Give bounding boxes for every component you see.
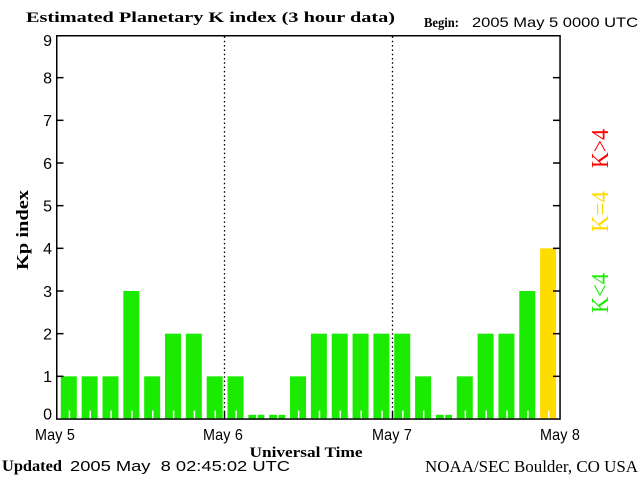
svg-text:Begin:: Begin: [424, 16, 459, 31]
svg-text:6: 6 [43, 156, 52, 173]
svg-text:K>4: K>4 [588, 129, 614, 168]
svg-text:2: 2 [43, 326, 52, 343]
svg-text:NOAA/SEC Boulder, CO USA: NOAA/SEC Boulder, CO USA [425, 457, 639, 476]
svg-text:2005 May 8 02:45:02 UTC: 2005 May 8 02:45:02 UTC [70, 458, 290, 475]
svg-text:Updated: Updated [2, 458, 62, 475]
svg-text:May 7: May 7 [372, 427, 412, 444]
svg-text:May 8: May 8 [540, 427, 580, 444]
svg-text:4: 4 [43, 241, 52, 258]
svg-text:2005 May 5 0000 UTC: 2005 May 5 0000 UTC [472, 14, 638, 30]
svg-text:1: 1 [43, 369, 52, 386]
svg-text:May 5: May 5 [35, 427, 75, 444]
svg-text:3: 3 [43, 284, 52, 301]
svg-text:Estimated Planetary K index (3: Estimated Planetary K index (3 hour data… [26, 10, 395, 26]
svg-text:K=4: K=4 [588, 191, 614, 232]
svg-text:5: 5 [43, 198, 52, 215]
svg-text:8: 8 [43, 70, 52, 87]
svg-text:7: 7 [43, 113, 52, 130]
svg-text:Universal Time: Universal Time [250, 445, 363, 461]
svg-text:0: 0 [43, 406, 52, 423]
svg-text:9: 9 [43, 33, 52, 50]
svg-text:May 6: May 6 [203, 427, 243, 444]
svg-text:Kp index: Kp index [13, 189, 32, 270]
svg-text:K<4: K<4 [588, 273, 614, 313]
